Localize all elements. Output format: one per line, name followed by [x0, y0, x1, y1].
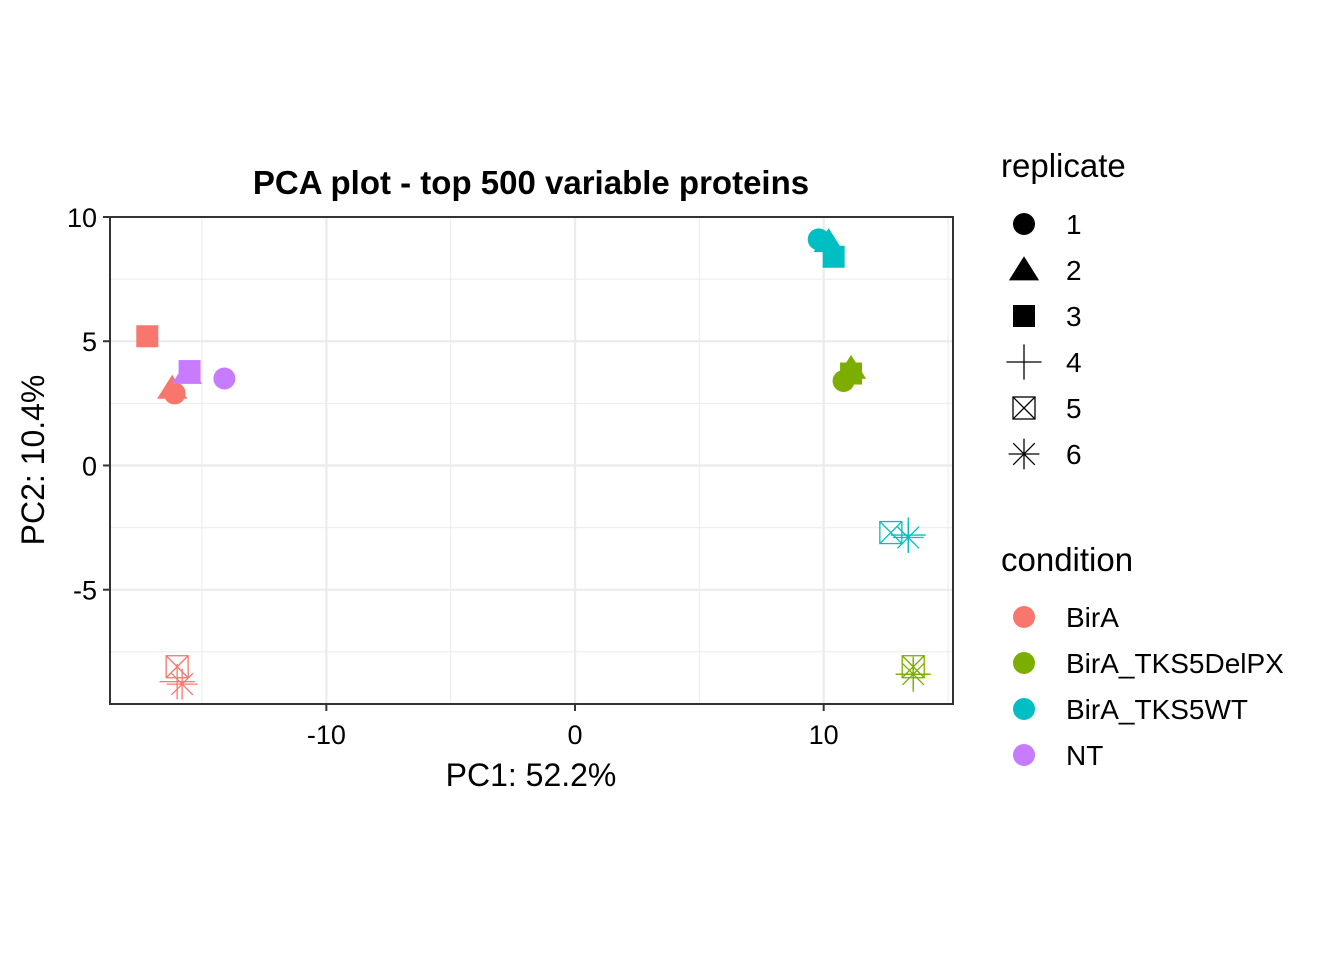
legend-condition: condition BirA BirA_TKS5DelPX BirA_TKS5WT N… [1001, 541, 1284, 771]
x-axis-title: PC1: 52.2% [446, 757, 617, 793]
legend-replicate-title: replicate [1001, 147, 1126, 184]
legend-condition-label: NT [1066, 740, 1103, 771]
x-axis-ticks: -10 0 10 [307, 704, 839, 750]
legend-replicate-key-2 [1008, 256, 1040, 281]
y-axis-title: PC2: 10.4% [15, 375, 51, 546]
legend-condition-key [1013, 606, 1035, 628]
data-points [136, 228, 931, 700]
minor-gridlines [110, 217, 953, 704]
y-tick-label: 10 [67, 203, 97, 233]
legend-replicate-label: 5 [1066, 393, 1082, 424]
legend-replicate-label: 1 [1066, 209, 1082, 240]
legend-replicate-key-3 [1013, 305, 1035, 327]
legend-replicate-key-4 [1006, 344, 1042, 380]
x-tick-label: 0 [568, 720, 583, 750]
legend-condition-key [1013, 698, 1035, 720]
legend-replicate-key-6 [1008, 438, 1040, 470]
legend-condition-label: BirA_TKS5DelPX [1066, 648, 1284, 679]
panel-background [110, 217, 953, 704]
legend-condition-label: BirA [1066, 602, 1119, 633]
y-tick-label: 0 [82, 451, 97, 481]
plot-panel [109, 215, 954, 705]
legend-condition-key [1013, 744, 1035, 766]
data-point-bira-rep4 [159, 664, 195, 700]
data-point-bira_tks5wt-rep5 [879, 520, 903, 545]
data-point-bira-rep2 [157, 374, 188, 399]
legend-replicate-label: 2 [1066, 255, 1082, 286]
legend-condition-title: condition [1001, 541, 1133, 578]
legend-replicate-label: 6 [1066, 439, 1082, 470]
y-tick-label: 5 [82, 327, 97, 357]
data-point-bira_tks5delpx-rep6 [897, 658, 929, 690]
data-point-nt-rep3 [178, 360, 201, 383]
legend-condition-label: BirA_TKS5WT [1066, 694, 1248, 725]
y-axis-ticks: -5 0 5 10 [67, 203, 110, 606]
x-tick-label: -10 [307, 720, 346, 750]
legend-replicate-key-5 [1012, 396, 1036, 420]
data-point-bira-rep6 [166, 668, 198, 700]
data-point-bira_tks5wt-rep4 [890, 517, 926, 553]
panel-border [109, 216, 954, 705]
chart-title: PCA plot - top 500 variable proteins [253, 164, 809, 201]
data-point-nt-rep1 [213, 367, 236, 390]
data-point-bira_tks5wt-rep3 [822, 245, 845, 268]
legend-replicate-label: 3 [1066, 301, 1082, 332]
legend-replicate-label: 4 [1066, 347, 1082, 378]
legend-condition-key [1013, 652, 1035, 674]
legend-replicate: replicate 1 2 3 4 5 6 [1001, 147, 1126, 470]
data-point-bira_tks5delpx-rep3 [840, 362, 863, 385]
data-point-bira-rep3 [136, 325, 159, 348]
legend-replicate-key-1 [1013, 213, 1035, 235]
y-tick-label: -5 [73, 576, 97, 606]
x-tick-label: 10 [809, 720, 839, 750]
data-point-bira-rep5 [165, 655, 189, 679]
